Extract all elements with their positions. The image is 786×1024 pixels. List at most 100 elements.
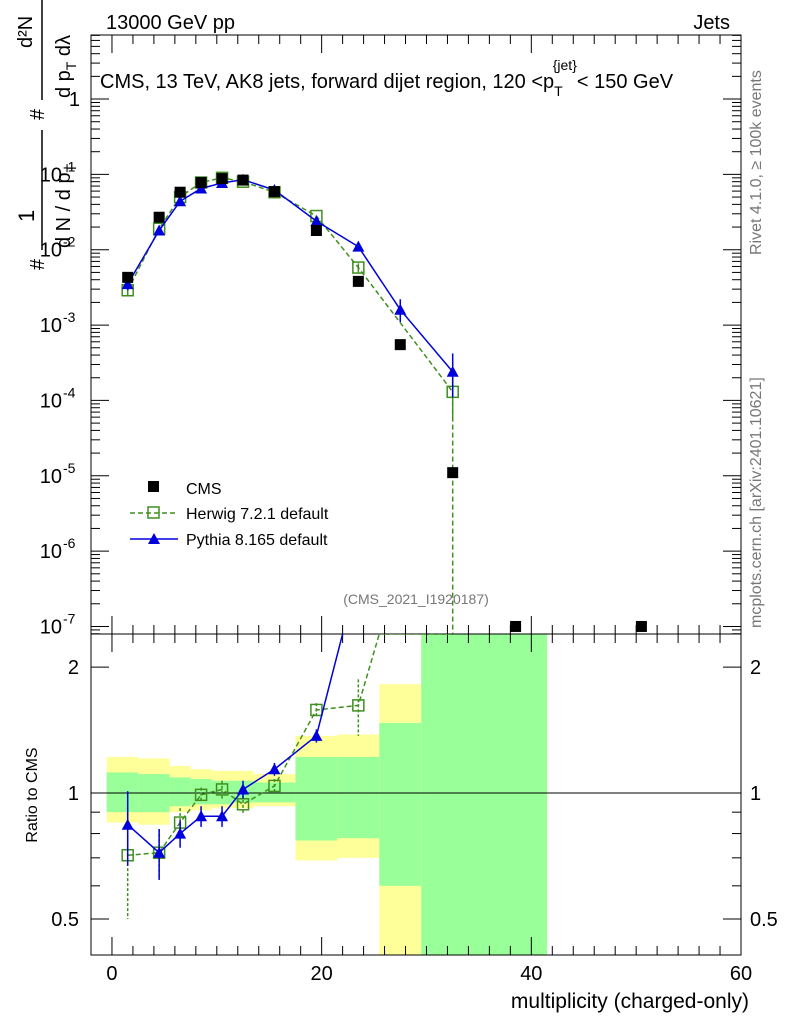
y-label-den-2: d pT dλ bbox=[53, 35, 79, 98]
y-tick-label: 1 bbox=[69, 89, 80, 111]
band-green-10 bbox=[421, 634, 548, 955]
band-green-9 bbox=[379, 723, 422, 886]
x-tick-label: 0 bbox=[106, 963, 117, 985]
analysis-id: (CMS_2021_I1920187) bbox=[343, 591, 489, 607]
pythia-point bbox=[121, 278, 134, 290]
pythia-point bbox=[174, 195, 187, 207]
y-tick-label: 10 bbox=[40, 616, 62, 638]
ratio-pythia-point bbox=[237, 783, 250, 795]
cms-point bbox=[394, 339, 406, 351]
y-tick-exponent: -6 bbox=[63, 535, 76, 551]
cms-point bbox=[195, 177, 207, 189]
ratio-series bbox=[121, 634, 453, 919]
x-tick-label: 60 bbox=[730, 963, 752, 985]
pythia-point bbox=[153, 224, 166, 236]
cms-point bbox=[153, 211, 165, 223]
x-tick-label: 40 bbox=[520, 963, 542, 985]
ratio-pythia-point bbox=[153, 846, 166, 858]
legend-pythia-marker bbox=[148, 533, 160, 544]
cms-point bbox=[310, 225, 322, 237]
pythia-point bbox=[394, 303, 407, 315]
energy-label: 13000 GeV pp bbox=[106, 12, 235, 34]
y-tick-label: 10 bbox=[40, 315, 62, 337]
y-label-den-1: d N / d pT bbox=[53, 163, 79, 248]
cms-point bbox=[122, 271, 134, 283]
y-tick-exponent: -2 bbox=[63, 234, 76, 250]
plot-title-sup: {jet} bbox=[553, 57, 577, 73]
y-label-hash-1: # bbox=[27, 258, 49, 270]
band-green-7 bbox=[295, 756, 338, 841]
band-green-2 bbox=[169, 777, 191, 807]
y-tick-exponent: -1 bbox=[63, 158, 76, 174]
ratio-pythia-point bbox=[310, 729, 323, 741]
ratio-herwig-point bbox=[194, 788, 208, 802]
band-green-0 bbox=[106, 772, 139, 813]
y-label-num-1: 1 bbox=[14, 210, 39, 222]
ratio-tick-label-right: 1 bbox=[750, 783, 761, 805]
cms-point bbox=[237, 174, 249, 186]
plot-title: CMS, 13 TeV, AK8 jets, forward dijet reg… bbox=[100, 57, 674, 99]
ratio-tick-label-right: 0.5 bbox=[750, 909, 778, 931]
ratio-herwig-point bbox=[310, 703, 323, 717]
cms-point bbox=[268, 186, 280, 198]
y-tick-exponent: -4 bbox=[63, 384, 76, 400]
y-label-den-2-sub: T bbox=[63, 61, 79, 70]
ratio-pythia-point bbox=[121, 818, 134, 830]
plot-title-sub: T bbox=[554, 83, 563, 99]
y-tick-exponent: -7 bbox=[63, 610, 76, 626]
plot-title-tail: < 150 GeV bbox=[577, 71, 674, 93]
y-label-den-1-text: d N / d p bbox=[53, 172, 75, 248]
ratio-herwig-point bbox=[236, 798, 250, 811]
ratio-herwig-point bbox=[352, 699, 365, 712]
band-green-8 bbox=[337, 756, 380, 839]
ratio-herwig-point bbox=[215, 783, 229, 796]
pythia-point bbox=[310, 215, 323, 227]
y-tick-label: 10 bbox=[40, 164, 62, 186]
y-tick-label: 10 bbox=[40, 390, 62, 412]
cms-point bbox=[174, 186, 186, 198]
ratio-tick-label-left: 0.5 bbox=[51, 909, 79, 931]
x-axis-label: multiplicity (charged-only) bbox=[511, 990, 749, 1013]
y-label-den-2-text: d p bbox=[53, 70, 75, 98]
y-tick-label: 10 bbox=[40, 541, 62, 563]
legend-herwig-marker bbox=[147, 506, 160, 519]
cms-point bbox=[635, 620, 647, 632]
herwig-line bbox=[127, 177, 454, 634]
band-green-6 bbox=[253, 782, 296, 803]
y-tick-label: 10 bbox=[40, 466, 62, 488]
legend: CMS Herwig 7.2.1 default Pythia 8.165 de… bbox=[130, 481, 329, 549]
y-label-den-2-tail: dλ bbox=[53, 35, 75, 62]
y-label-num-2: d²N bbox=[15, 16, 37, 48]
ratio-uncertainty-bands bbox=[106, 634, 548, 955]
pythia-point bbox=[446, 365, 459, 377]
ratio-tick-label-right: 2 bbox=[750, 657, 761, 679]
herwig-point bbox=[352, 261, 365, 274]
y-label-hash-2: # bbox=[27, 108, 49, 120]
y-tick-label: 10 bbox=[40, 240, 62, 262]
y-label-den-1-sub: T bbox=[63, 163, 79, 172]
data-series bbox=[121, 171, 647, 919]
legend-cms-marker bbox=[148, 481, 159, 492]
y-tick-exponent: -3 bbox=[63, 309, 76, 325]
ratio-tick-label-left: 2 bbox=[68, 657, 79, 679]
ratio-herwig-line bbox=[127, 634, 453, 856]
cms-point bbox=[447, 467, 459, 479]
y-axis-label: # 1 d N / d pT # d²N d pT dλ bbox=[14, 0, 79, 270]
category-label: Jets bbox=[693, 12, 730, 34]
ratio-pythia-point bbox=[195, 810, 208, 822]
x-tick-label: 20 bbox=[311, 963, 333, 985]
ratio-axis-label: Ratio to CMS bbox=[24, 747, 41, 842]
rivet-version-label: Rivet 4.1.0, ≥ 100k events bbox=[748, 70, 765, 255]
pythia-point bbox=[352, 240, 365, 252]
cms-point bbox=[216, 173, 228, 185]
ratio-pythia-point bbox=[216, 810, 229, 822]
legend-pythia-label: Pythia 8.165 default bbox=[186, 532, 328, 549]
cms-point bbox=[352, 275, 364, 287]
mcplots-label: mcplots.cern.ch [arXiv:2401.10621] bbox=[748, 377, 765, 628]
y-tick-exponent: -5 bbox=[63, 460, 76, 476]
ratio-tick-label-left: 1 bbox=[68, 783, 79, 805]
ratio-pythia-point bbox=[268, 763, 281, 775]
legend-herwig-label: Herwig 7.2.1 default bbox=[186, 506, 329, 523]
